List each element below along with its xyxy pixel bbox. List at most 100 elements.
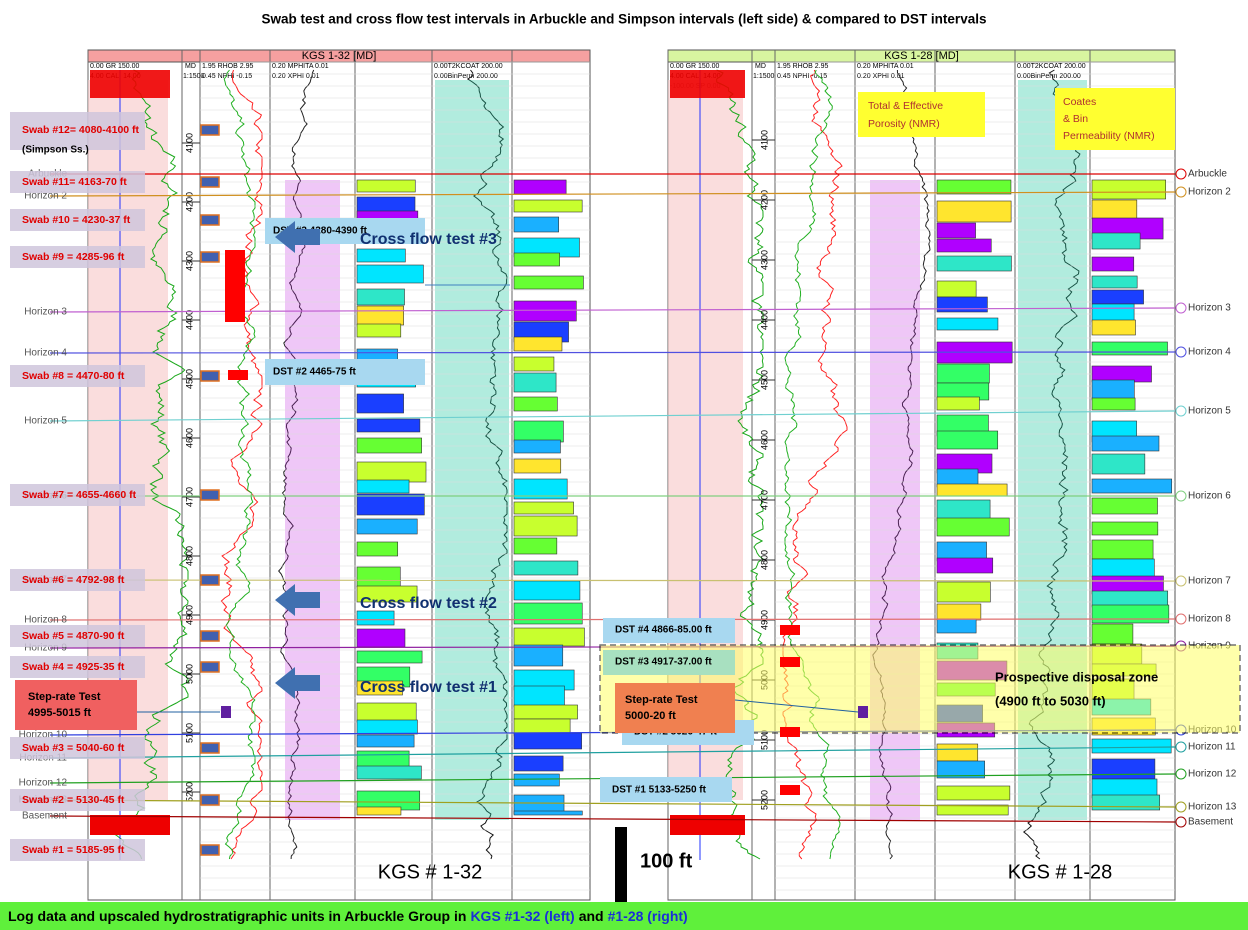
horizon-marker bbox=[1175, 405, 1187, 417]
hsu-block bbox=[513, 810, 583, 816]
hsu-block bbox=[356, 585, 418, 603]
log-panel bbox=[87, 49, 591, 901]
dst-bar bbox=[225, 250, 245, 322]
swab-box bbox=[10, 569, 145, 591]
hsu-block bbox=[513, 458, 562, 474]
footer-right: #1-28 (right) bbox=[608, 908, 688, 924]
horizon-label-right: Horizon 12 bbox=[1188, 769, 1237, 780]
depth-label: 4800 bbox=[759, 550, 769, 570]
footer-left: KGS #1-32 (left) bbox=[470, 908, 574, 924]
swab-label: Swab #4 = 4925-35 ft bbox=[22, 661, 125, 673]
hsu-block bbox=[1091, 435, 1160, 452]
horizon-line bbox=[49, 351, 1176, 354]
hsu-block bbox=[936, 483, 1008, 497]
swab-note: (Simpson Ss.) bbox=[22, 145, 89, 156]
swab-box bbox=[10, 789, 145, 811]
horizon-label-left: Horizon 8 bbox=[24, 615, 67, 626]
hsu-block bbox=[936, 222, 976, 239]
depth-label: 4500 bbox=[184, 369, 194, 389]
horizon-marker bbox=[1175, 741, 1187, 753]
depth-label: 4800 bbox=[184, 546, 194, 566]
swab-box bbox=[10, 737, 145, 759]
hsu-block bbox=[356, 479, 410, 494]
footer-text: Log data and upscaled hydrostratigraphic… bbox=[8, 908, 466, 924]
hsu-block bbox=[936, 200, 1012, 223]
disposal-label: Prospective disposal zone bbox=[995, 669, 1158, 684]
hsu-block bbox=[1091, 623, 1134, 645]
dst-label: DST #2 4465-75 ft bbox=[273, 367, 356, 378]
hsu-block bbox=[513, 627, 585, 647]
hsu-block bbox=[936, 581, 991, 603]
log-header: KGS 1-28 [MD] bbox=[884, 50, 959, 62]
swab-label: Swab #1 = 5185-95 ft bbox=[22, 844, 125, 856]
swab-marker bbox=[200, 251, 220, 263]
horizon-marker bbox=[1175, 302, 1187, 314]
hsu-block bbox=[513, 275, 584, 290]
hsu-block bbox=[356, 628, 406, 648]
hsu-block bbox=[513, 252, 560, 267]
hsu-block bbox=[936, 760, 985, 779]
horizon-label-right: Horizon 11 bbox=[1188, 742, 1236, 753]
hsu-block bbox=[936, 430, 999, 450]
dst-box bbox=[603, 650, 735, 675]
perm-note-box bbox=[1055, 88, 1175, 150]
track-header: 0.45 NPHI -0.15 bbox=[777, 73, 827, 80]
step-rate-label: Step-rate Test bbox=[625, 694, 698, 706]
step-rate-label: 4995-5015 ft bbox=[28, 707, 91, 719]
footer-and: and bbox=[579, 908, 604, 924]
horizon-label-right: Horizon 4 bbox=[1188, 347, 1231, 358]
top-band bbox=[90, 70, 170, 98]
hsu-block bbox=[1091, 256, 1135, 272]
track-header: 0.00T2KCOAT 200.00 bbox=[434, 63, 503, 70]
horizon-label-right: Horizon 7 bbox=[1188, 576, 1231, 587]
swab-box bbox=[10, 246, 145, 268]
horizon-label-left: Horizon 3 bbox=[24, 307, 67, 318]
horizon-label-right: Horizon 3 bbox=[1188, 303, 1231, 314]
hsu-block bbox=[356, 702, 417, 723]
hsu-block bbox=[1091, 558, 1155, 578]
horizon-marker bbox=[1175, 801, 1187, 813]
swab-marker bbox=[200, 844, 220, 856]
hsu-block bbox=[513, 216, 559, 233]
hsu-block bbox=[1091, 590, 1169, 608]
dst-label: DST #3 4280-4390 ft bbox=[273, 226, 368, 237]
hsu-block bbox=[513, 199, 583, 213]
horizon-label-left: Horizon 12 bbox=[19, 778, 68, 789]
hsu-block bbox=[513, 478, 568, 500]
dst-marker bbox=[780, 785, 800, 795]
log-curve bbox=[466, 69, 508, 860]
depth-label: 4500 bbox=[759, 370, 769, 390]
hsu-block bbox=[1091, 179, 1167, 200]
hsu-block bbox=[356, 518, 418, 535]
hsu-block bbox=[356, 179, 416, 193]
hsu-block bbox=[1091, 365, 1152, 383]
horizon-marker bbox=[1175, 346, 1187, 358]
depth-label: 4300 bbox=[184, 251, 194, 271]
horizon-label-right: Horizon 13 bbox=[1188, 802, 1237, 813]
hsu-block bbox=[356, 734, 415, 748]
horizon-label-right: Basement bbox=[1188, 817, 1233, 828]
swab-marker bbox=[200, 124, 220, 136]
log-curve bbox=[109, 69, 189, 860]
hsu-block bbox=[356, 393, 404, 414]
depth-label: 4400 bbox=[184, 310, 194, 330]
hsu-block bbox=[513, 685, 565, 708]
depth-label: 4900 bbox=[759, 610, 769, 630]
hsu-block bbox=[356, 765, 422, 780]
log-curve bbox=[223, 69, 256, 860]
footer: Log data and upscaled hydrostratigraphic… bbox=[8, 908, 688, 924]
track-header: MD bbox=[185, 63, 196, 70]
depth-label: 5100 bbox=[184, 723, 194, 743]
porosity-note-box bbox=[858, 92, 985, 137]
swab-box bbox=[10, 625, 145, 647]
hsu-block bbox=[1091, 397, 1136, 411]
track-header: 1:1500 bbox=[753, 73, 775, 80]
hsu-block bbox=[1091, 453, 1146, 475]
hsu-block bbox=[356, 541, 399, 557]
hsu-block bbox=[356, 437, 422, 454]
horizon-marker bbox=[1175, 490, 1187, 502]
swab-marker bbox=[200, 176, 220, 188]
depth-label: 4700 bbox=[759, 490, 769, 510]
hsu-block bbox=[513, 755, 564, 772]
depth-label: 4900 bbox=[184, 605, 194, 625]
